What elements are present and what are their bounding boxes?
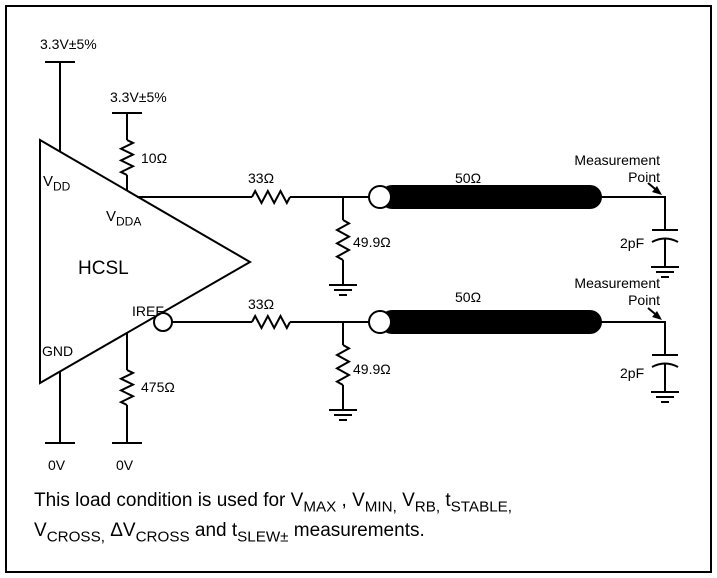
wire	[600, 321, 666, 355]
subscript: SLEW±	[237, 529, 288, 546]
iref-circle	[153, 312, 173, 332]
cable-label: 50Ω	[455, 170, 481, 186]
subscript: MAX	[303, 499, 336, 516]
subscript: DDA	[116, 215, 141, 229]
measurement-label: Point	[628, 292, 660, 308]
text-run: and t	[190, 520, 238, 541]
driver-triangle	[39, 138, 252, 385]
text-run: , V	[336, 490, 365, 511]
text-run: ΔV	[105, 520, 136, 541]
cable-label: 50Ω	[455, 289, 481, 305]
text-run: V	[34, 520, 47, 541]
resistor	[334, 344, 352, 386]
caption-line: This load condition is used for VMAX , V…	[34, 490, 512, 516]
driver-label: HCSL	[78, 258, 129, 279]
text-run: measurements.	[289, 520, 425, 541]
resistor	[118, 369, 136, 406]
text-run: V	[397, 490, 415, 511]
subscript: MIN,	[365, 499, 397, 516]
subscript: DD	[53, 180, 71, 194]
measurement-label: Measurement	[574, 152, 660, 168]
resistor	[118, 139, 136, 176]
text-run: t	[440, 490, 451, 511]
pointer-head	[652, 186, 662, 195]
supply-label: 3.3V±5%	[40, 36, 97, 52]
measurement-label: Point	[628, 169, 660, 185]
resistor-label: 49.9Ω	[353, 361, 391, 377]
cable	[380, 185, 602, 209]
subscript: CROSS	[136, 529, 190, 546]
wire	[600, 196, 666, 230]
resistor-label: 33Ω	[248, 296, 274, 312]
resistor-label: 33Ω	[248, 170, 274, 186]
resistor-label: 49.9Ω	[353, 234, 391, 250]
subscript: RB,	[415, 499, 440, 516]
cable-end	[368, 185, 392, 209]
pointer-head	[652, 311, 662, 320]
caption-line: VCROSS, ΔVCROSS and tSLEW± measurements.	[34, 520, 425, 546]
ground-label: 0V	[48, 457, 66, 473]
ground-label: 0V	[116, 457, 134, 473]
measurement-label: Measurement	[574, 275, 660, 291]
resistor-label: 10Ω	[141, 150, 167, 166]
text-run: V	[43, 173, 53, 190]
resistor	[251, 313, 291, 331]
subscript: CROSS,	[47, 529, 105, 546]
pin-label: VDD	[43, 173, 71, 194]
text-run: IREF	[132, 303, 164, 319]
text-run: V	[106, 208, 116, 225]
cable-end	[368, 310, 392, 334]
text-run: This load condition is used for V	[34, 490, 304, 511]
cable	[380, 310, 602, 334]
resistor-label: 475Ω	[141, 379, 175, 395]
resistor	[334, 219, 352, 261]
text-run: GND	[42, 343, 73, 359]
pin-label: IREF	[132, 303, 164, 319]
subscript: STABLE,	[451, 499, 512, 516]
wires	[45, 61, 679, 444]
frame	[5, 5, 712, 573]
capacitor-label: 2pF	[620, 365, 644, 381]
resistor	[251, 188, 291, 206]
capacitor-label: 2pF	[620, 235, 644, 251]
supply-label: 3.3V±5%	[110, 89, 167, 105]
pin-label: VDDA	[106, 208, 141, 229]
pin-label: GND	[42, 343, 73, 359]
